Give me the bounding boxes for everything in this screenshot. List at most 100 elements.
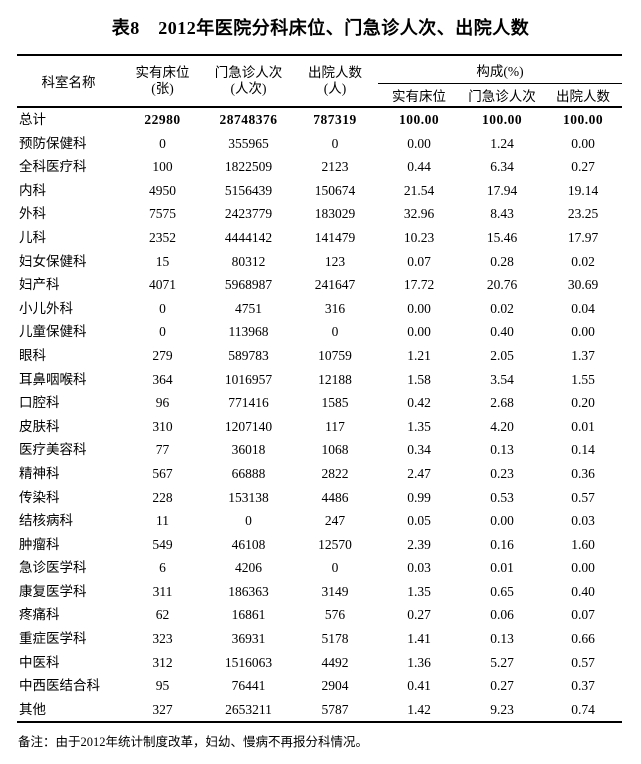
- cell-visits: 4444142: [224, 229, 273, 245]
- table-row: 儿科 2352 4444142 141479 10.23 15.46 17.97: [17, 226, 622, 250]
- cell-pct-discharged: 0.37: [571, 678, 595, 694]
- cell-pct-beds: 0.42: [407, 395, 431, 411]
- table-row: 全科医疗科 100 1822509 2123 0.44 6.34 0.27: [17, 155, 622, 179]
- cell-department: 妇女保健科: [19, 253, 87, 269]
- subheader-beds-pct: 实有床位: [392, 89, 446, 104]
- cell-pct-visits: 9.23: [490, 701, 514, 717]
- cell-discharged: 2904: [321, 678, 349, 694]
- cell-pct-visits: 0.01: [490, 560, 514, 576]
- table-row: 小儿外科 0 4751 316 0.00 0.02 0.04: [17, 297, 622, 321]
- cell-discharged: 1585: [321, 395, 349, 411]
- cell-beds: 323: [152, 631, 173, 647]
- cell-discharged: 117: [325, 418, 345, 434]
- cell-visits: 771416: [228, 395, 269, 411]
- cell-department: 内科: [19, 182, 46, 198]
- cell-pct-beds: 1.35: [407, 418, 431, 434]
- cell-pct-beds: 17.72: [403, 277, 435, 293]
- cell-department: 小儿外科: [19, 300, 73, 316]
- cell-department: 口腔科: [19, 395, 60, 411]
- cell-department: 康复医学科: [19, 583, 87, 599]
- table-row: 儿童保健科 0 113968 0 0.00 0.40 0.00: [17, 320, 622, 344]
- cell-visits: 113968: [228, 324, 269, 340]
- cell-discharged: 141479: [314, 229, 356, 245]
- cell-pct-beds: 100.00: [398, 112, 440, 127]
- cell-discharged: 576: [324, 607, 346, 623]
- cell-beds: 327: [152, 701, 173, 717]
- cell-department: 疼痛科: [19, 607, 60, 623]
- cell-discharged: 123: [324, 253, 346, 269]
- cell-pct-beds: 0.07: [407, 253, 431, 269]
- cell-department: 传染科: [19, 489, 60, 505]
- cell-department: 眼科: [19, 347, 46, 363]
- table-row: 中医科 312 1516063 4492 1.36 5.27 0.57: [17, 651, 622, 675]
- cell-pct-discharged: 0.57: [571, 654, 595, 670]
- table-row: 耳鼻咽喉科 364 1016957 12188 1.58 3.54 1.55: [17, 368, 622, 392]
- cell-discharged: 241647: [314, 277, 356, 293]
- cell-pct-beds: 0.00: [407, 135, 431, 151]
- cell-pct-discharged: 0.00: [571, 135, 595, 151]
- cell-pct-visits: 0.27: [490, 678, 514, 694]
- cell-pct-beds: 1.58: [407, 371, 431, 387]
- cell-pct-visits: 0.16: [490, 536, 514, 552]
- cell-discharged: 4486: [321, 489, 349, 505]
- cell-visits: 355965: [228, 135, 269, 151]
- cell-department: 结核病科: [19, 513, 73, 529]
- cell-visits: 36931: [231, 631, 266, 647]
- cell-pct-visits: 0.53: [490, 489, 514, 505]
- cell-pct-visits: 0.28: [490, 253, 514, 269]
- cell-visits: 80312: [231, 253, 266, 269]
- cell-pct-discharged: 0.36: [571, 465, 595, 481]
- table-row: 眼科 279 589783 10759 1.21 2.05 1.37: [17, 344, 622, 368]
- cell-pct-visits: 1.24: [490, 135, 514, 151]
- cell-pct-visits: 0.65: [490, 583, 514, 599]
- cell-department: 预防保健科: [19, 135, 87, 151]
- cell-pct-visits: 6.34: [490, 159, 514, 175]
- statistics-table: 科室名称 实有床位 (张) 门急诊人次 (人次) 出院人数 (人) 构成(%) …: [17, 54, 622, 723]
- cell-visits: 186363: [228, 583, 269, 599]
- cell-pct-discharged: 100.00: [562, 112, 604, 127]
- cell-pct-discharged: 0.02: [571, 253, 595, 269]
- cell-beds: 364: [152, 371, 173, 387]
- cell-visits: 76441: [231, 678, 266, 694]
- header-beds-line1: 实有床位: [135, 65, 190, 80]
- cell-pct-discharged: 0.00: [571, 324, 595, 340]
- cell-pct-discharged: 0.03: [571, 513, 595, 529]
- cell-pct-beds: 1.21: [407, 347, 431, 363]
- cell-department: 中西医结合科: [19, 678, 100, 694]
- cell-pct-discharged: 0.14: [571, 442, 595, 458]
- cell-pct-discharged: 30.69: [567, 277, 599, 293]
- cell-beds: 15: [155, 253, 170, 269]
- cell-beds: 100: [152, 159, 173, 175]
- cell-pct-discharged: 1.37: [571, 347, 595, 363]
- cell-department: 皮肤科: [19, 418, 60, 434]
- cell-visits: 589783: [228, 347, 269, 363]
- cell-pct-discharged: 1.60: [571, 536, 595, 552]
- table-row: 肿瘤科 549 46108 12570 2.39 0.16 1.60: [17, 533, 622, 557]
- header-composition: 构成(%): [378, 55, 622, 84]
- cell-beds: 6: [159, 560, 166, 576]
- header-discharged-unit: (人): [323, 81, 347, 96]
- cell-pct-beds: 1.36: [407, 654, 431, 670]
- cell-department: 肿瘤科: [19, 536, 60, 552]
- header-visits: 门急诊人次 (人次): [205, 55, 292, 107]
- cell-visits: 66888: [231, 465, 266, 481]
- cell-discharged: 10759: [318, 347, 352, 363]
- cell-discharged: 183029: [314, 206, 356, 222]
- cell-visits: 4751: [235, 300, 262, 316]
- cell-pct-visits: 0.23: [490, 465, 514, 481]
- cell-visits: 4206: [235, 560, 262, 576]
- table-row: 妇产科 4071 5968987 241647 17.72 20.76 30.69: [17, 273, 622, 297]
- cell-pct-beds: 0.41: [407, 678, 431, 694]
- cell-beds: 0: [159, 300, 166, 316]
- footnote: 备注：由于2012年统计制度改革，妇幼、慢病不再报分科情况。: [18, 735, 369, 750]
- cell-pct-visits: 4.20: [490, 418, 514, 434]
- cell-department: 中医科: [19, 654, 60, 670]
- table-row: 疼痛科 62 16861 576 0.27 0.06 0.07: [17, 603, 622, 627]
- cell-pct-visits: 0.02: [490, 300, 514, 316]
- cell-discharged: 1068: [321, 442, 349, 458]
- header-beds: 实有床位 (张): [120, 55, 205, 107]
- cell-pct-discharged: 0.07: [571, 607, 595, 623]
- cell-discharged: 150674: [314, 182, 356, 198]
- cell-visits: 1822509: [224, 159, 273, 175]
- header-beds-unit: (张): [151, 81, 174, 96]
